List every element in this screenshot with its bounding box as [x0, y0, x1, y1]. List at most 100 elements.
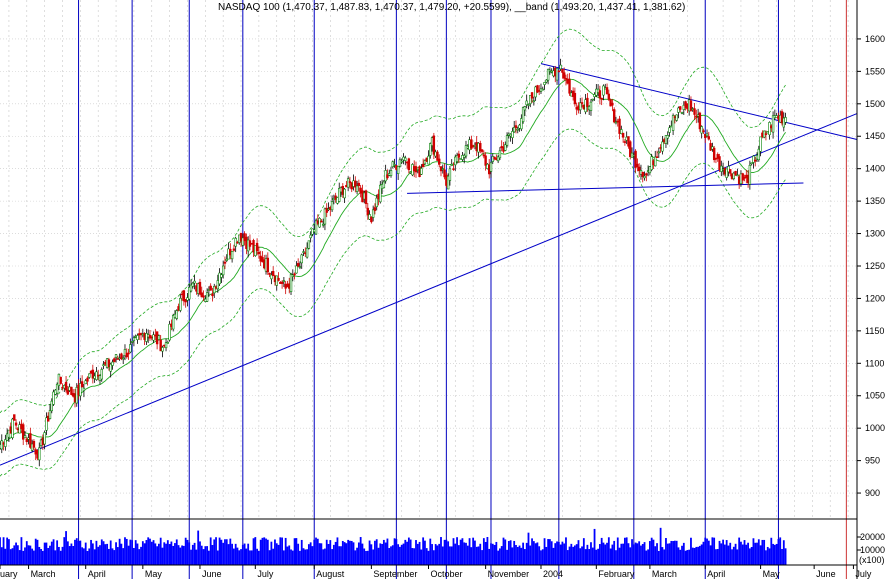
volume-bar [400, 544, 403, 565]
volume-bar [349, 540, 351, 565]
volume-bar [566, 550, 569, 565]
volume-bar [288, 545, 291, 565]
volume-bar [99, 545, 101, 565]
volume-bar [502, 537, 505, 565]
volume-bar [388, 548, 391, 565]
volume-bar [654, 546, 657, 565]
volume-bar [125, 538, 128, 565]
month-label: October [431, 569, 463, 579]
candle-body [291, 274, 295, 277]
month-label: April [88, 569, 106, 579]
volume-bar [200, 545, 203, 565]
volume-bar [536, 542, 539, 565]
volume-bar [466, 545, 469, 565]
candle-body [64, 381, 68, 391]
volume-bar [90, 539, 92, 565]
candle-body [493, 156, 496, 159]
volume-bar [529, 545, 532, 565]
candle-body [480, 149, 484, 152]
y-tick-label: 900 [865, 488, 880, 498]
candle-body [470, 139, 473, 149]
candle-body [482, 154, 486, 157]
candle-body [514, 125, 518, 129]
candle-body [164, 342, 168, 349]
volume-bar [650, 537, 653, 565]
volume-bar [238, 550, 241, 565]
volume-bar [161, 547, 164, 565]
volume-bar [493, 544, 496, 565]
volume-bar [486, 537, 489, 565]
candle-body [600, 97, 603, 100]
candle-body [611, 102, 614, 106]
volume-bar [754, 542, 757, 565]
volume-bar [347, 539, 350, 565]
candle-body [543, 82, 546, 85]
volume-bar [741, 544, 744, 565]
volume-bar [657, 550, 660, 565]
candle-body [666, 135, 669, 139]
volume-bar [545, 546, 548, 565]
volume-bar [586, 544, 589, 565]
y-tick-label: 1300 [865, 229, 885, 239]
candle-body [82, 387, 86, 392]
volume-bar [68, 546, 71, 565]
volume-bar [673, 540, 676, 565]
volume-bar [156, 546, 159, 565]
volume-bar [315, 537, 317, 565]
candle-body [516, 128, 519, 131]
volume-bar [56, 540, 59, 565]
candle-body [325, 207, 328, 213]
volume-bar [211, 544, 214, 565]
candle-body [79, 383, 82, 397]
volume-bar [102, 541, 105, 565]
candle-body [232, 248, 236, 251]
volume-bar [190, 549, 192, 565]
volume-bar [554, 543, 557, 565]
volume-bar [332, 544, 335, 565]
volume-bar [241, 544, 244, 565]
volume-bar [16, 545, 19, 565]
volume-bar [450, 546, 453, 565]
volume-bar [461, 538, 464, 565]
volume-bar [282, 550, 285, 565]
month-label: March [652, 569, 677, 579]
volume-bar [243, 543, 246, 565]
volume-bar [550, 541, 553, 565]
volume-bar [309, 542, 312, 565]
volume-bar [297, 543, 300, 565]
volume-bar [318, 543, 321, 565]
candle-body [768, 122, 771, 136]
volume-bar [725, 540, 728, 565]
volume-bar [499, 548, 501, 565]
candle-body [491, 156, 494, 162]
y-tick-label: 1550 [865, 66, 885, 76]
volume-bar [738, 537, 741, 565]
volume-bar [704, 537, 707, 565]
volume-bar [631, 539, 633, 565]
volume-bar [195, 549, 198, 565]
volume-bar [325, 539, 328, 565]
volume-bar [4, 548, 7, 565]
candle-body [136, 335, 139, 341]
candle-body [171, 315, 175, 330]
candle-body [654, 156, 657, 167]
volume-bar [572, 546, 575, 565]
candle-body [671, 115, 675, 131]
candle-body [100, 369, 103, 380]
y-tick-label: 1600 [865, 34, 885, 44]
volume-bar [745, 544, 748, 565]
candle-body [573, 92, 577, 105]
candle-body [295, 265, 298, 274]
candle-body [612, 109, 616, 123]
candle-body [693, 108, 696, 115]
candle-body [114, 354, 118, 358]
candle-body [70, 386, 73, 395]
volume-bar [441, 546, 444, 565]
candle-body [393, 164, 396, 166]
candle-body [25, 438, 28, 442]
candle-body [382, 181, 386, 189]
volume-bar [234, 543, 237, 565]
volume-bar [232, 548, 235, 565]
volume-bar [65, 531, 67, 565]
